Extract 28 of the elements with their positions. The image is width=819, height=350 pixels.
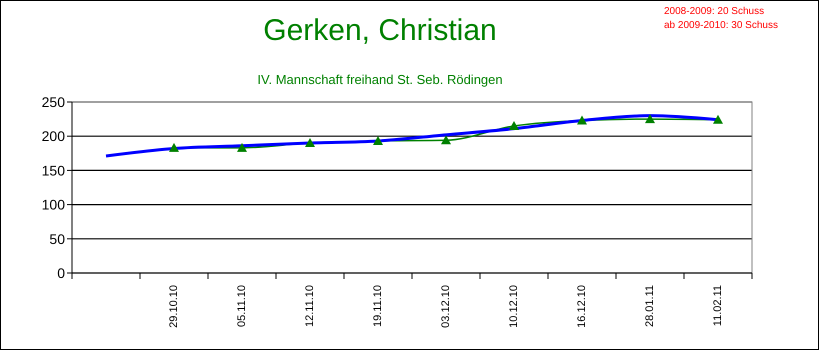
x-tick-label: 05.11.10 <box>236 285 248 328</box>
point <box>305 138 315 148</box>
chart-title: Gerken, Christian <box>263 14 497 47</box>
text: ab 2009-2010: 30 Schuss <box>664 19 778 33</box>
x-tick-label: 28.01.11 <box>644 285 656 328</box>
y-tick-label: 0 <box>57 264 66 281</box>
y-tick-label: 100 <box>42 196 66 213</box>
point <box>713 114 723 124</box>
y-tick-label: 200 <box>42 128 66 144</box>
x-tick-label: 29.10.10 <box>168 285 180 328</box>
x-tick-label: 12.11.10 <box>304 285 316 328</box>
point <box>645 114 655 124</box>
y-tick-label: 250 <box>42 94 66 110</box>
x-tick-label: 10.12.10 <box>508 285 520 328</box>
point <box>441 135 451 144</box>
text: 2008-2009: 20 Schuss <box>664 5 766 19</box>
x-tick-label: 19.11.10 <box>372 285 384 328</box>
point <box>577 115 587 124</box>
chart-subtitle: IV. Mannschaft freihand St. Seb. Rödingen <box>256 72 504 87</box>
x-tick-label: 16.12.10 <box>576 285 588 328</box>
x-tick-label: 11.02.11 <box>712 285 724 326</box>
y-tick-label: 50 <box>49 230 66 247</box>
point <box>509 120 519 130</box>
y-tick-label: 150 <box>42 162 66 178</box>
point <box>373 136 383 145</box>
x-tick-label: 03.12.10 <box>440 285 452 328</box>
point <box>169 142 179 152</box>
point <box>237 142 247 152</box>
